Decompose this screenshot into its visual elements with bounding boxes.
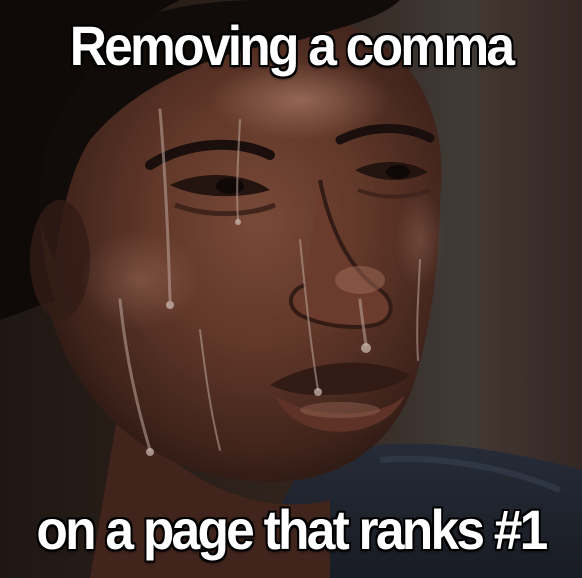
top-caption: Removing a comma (69, 14, 515, 77)
bottom-caption: on a page that ranks #1 (36, 498, 548, 561)
